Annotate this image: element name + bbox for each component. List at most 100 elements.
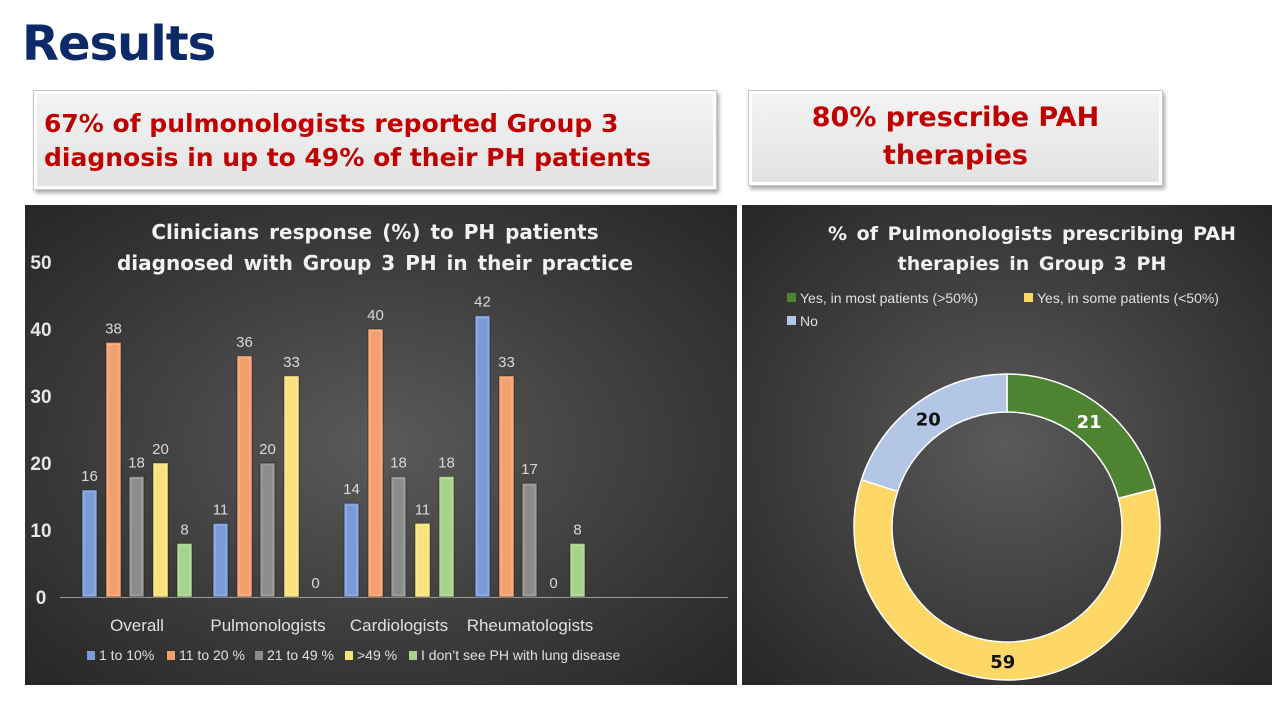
legend-label: Yes, in most patients (>50%)	[800, 290, 978, 306]
y-tick-label: 0	[36, 588, 47, 609]
bar	[236, 355, 253, 598]
y-tick-label: 40	[30, 320, 51, 341]
data-label: 11	[415, 501, 431, 518]
legend-swatch	[167, 651, 175, 660]
callout-pah-prescribing: 80% prescribe PAH therapies	[748, 90, 1163, 186]
bar	[176, 542, 193, 598]
page-title: Results	[22, 16, 216, 72]
donut-chart: Yes, in most patients (>50%) Yes, in some…	[787, 290, 1219, 681]
bar	[438, 475, 455, 598]
chart-title-line: diagnosed with Group 3 PH in their pract…	[116, 251, 634, 275]
category-label: Rheumatologists	[467, 616, 594, 635]
bar-bevel	[83, 491, 96, 596]
callout-line: diagnosis in up to 49% of their PH patie…	[44, 143, 651, 172]
legend-label: >49 %	[357, 647, 397, 663]
bar	[343, 502, 360, 598]
bar-bevel	[214, 524, 227, 596]
data-label: 8	[180, 521, 188, 538]
donut-slice	[1006, 373, 1157, 500]
data-label: 20	[152, 441, 169, 458]
bar-bevel	[345, 504, 358, 596]
legend-swatch	[1024, 293, 1033, 302]
donut-slice	[853, 478, 1161, 681]
bar-chart-panel: 0 10 20 30 40 50 16 38 18 20 8 Overall 11 36 20 33 0 Pulm…	[25, 205, 737, 685]
category-label: Cardiologists	[350, 616, 448, 635]
y-tick-label: 30	[30, 387, 51, 408]
legend-swatch	[409, 651, 417, 660]
chart-title-line: therapies in Group 3 PH	[897, 253, 1167, 275]
data-label: 18	[128, 454, 145, 471]
legend-swatch	[787, 316, 796, 325]
chart-title-line: % of Pulmonologists prescribing PAH	[828, 223, 1236, 245]
bar	[105, 341, 122, 598]
data-label: 36	[236, 334, 253, 351]
legend-label: I don’t see PH with lung disease	[421, 647, 620, 663]
bar-bevel	[440, 477, 453, 596]
bar-bevel	[130, 477, 143, 596]
bar	[414, 522, 431, 598]
legend-swatch	[87, 651, 95, 660]
callout-pulmonologists-diagnosis: 67% of pulmonologists reported Group 3 d…	[33, 90, 717, 190]
legend-swatch	[255, 651, 263, 660]
bar	[212, 522, 229, 598]
data-label: 18	[438, 454, 455, 471]
category-label: Overall	[110, 616, 164, 635]
legend-swatch	[345, 651, 353, 660]
legend-label: 21 to 49 %	[267, 647, 334, 663]
bar	[498, 375, 515, 598]
data-label: 38	[105, 320, 122, 337]
data-label: 33	[283, 354, 300, 371]
data-label: 18	[390, 454, 407, 471]
y-tick-label: 50	[30, 253, 51, 274]
data-label: 17	[521, 461, 538, 478]
bar	[81, 489, 98, 598]
data-label: 20	[259, 441, 276, 458]
bar-bevel	[178, 544, 191, 596]
bar-bevel	[392, 477, 405, 596]
bar-bevel	[154, 464, 167, 596]
bar-bevel	[261, 464, 274, 596]
bar	[474, 315, 491, 598]
data-label: 20	[916, 410, 941, 431]
legend-label: No	[800, 313, 818, 329]
data-label: 0	[549, 575, 557, 592]
bar	[259, 462, 276, 598]
y-tick-label: 10	[30, 521, 51, 542]
legend-label: 1 to 10%	[99, 647, 154, 663]
data-label: 40	[367, 307, 384, 324]
donut-chart-title: % of Pulmonologists prescribing PAH ther…	[802, 219, 1262, 279]
data-label: 0	[311, 575, 319, 592]
bar	[521, 482, 538, 598]
bar	[367, 328, 384, 598]
data-label: 33	[498, 354, 515, 371]
data-label: 59	[990, 652, 1015, 673]
bar	[569, 542, 586, 598]
legend-label: Yes, in some patients (<50%)	[1037, 290, 1219, 306]
bar-bevel	[500, 377, 513, 596]
data-label: 16	[81, 468, 98, 485]
data-label: 14	[343, 481, 360, 498]
bar-bevel	[476, 317, 489, 596]
callout-line: therapies	[883, 140, 1028, 171]
donut-slice	[860, 373, 1008, 493]
category-label: Pulmonologists	[210, 616, 325, 635]
data-label: 11	[213, 501, 229, 518]
data-label: 21	[1077, 412, 1102, 433]
legend-swatch	[787, 293, 796, 302]
data-label: 8	[573, 521, 581, 538]
bar-bevel	[238, 357, 251, 596]
bar	[390, 475, 407, 598]
bar	[283, 375, 300, 598]
data-label: 42	[474, 294, 491, 311]
bar-chart-title: Clinicians response (%) to PH patients d…	[95, 217, 655, 279]
bar-bevel	[523, 484, 536, 596]
bar-bevel	[107, 343, 120, 596]
chart-title-line: Clinicians response (%) to PH patients	[151, 220, 599, 244]
bar	[152, 462, 169, 598]
legend-label: 11 to 20 %	[179, 647, 245, 663]
callout-line: 80% prescribe PAH	[811, 102, 1100, 133]
callout-line: 67% of pulmonologists reported Group 3	[44, 109, 619, 138]
bar-chart: 0 10 20 30 40 50 16 38 18 20 8 Overall 11 36 20 33 0 Pulm…	[30, 253, 728, 663]
y-tick-label: 20	[30, 454, 51, 475]
donut-chart-panel: Yes, in most patients (>50%) Yes, in some…	[742, 205, 1272, 685]
